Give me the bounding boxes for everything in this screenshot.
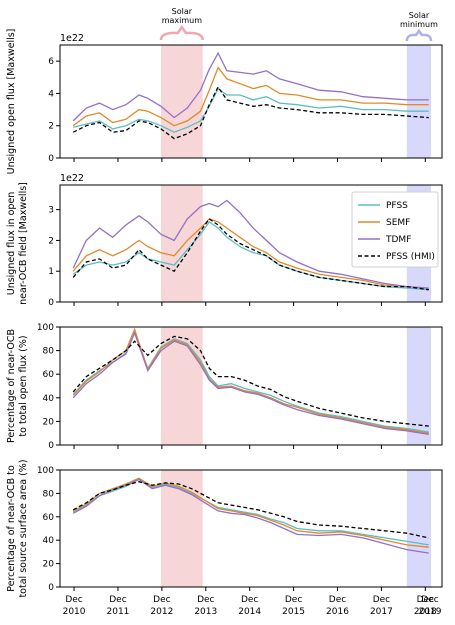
x-tick-label-month: Dec (421, 595, 438, 605)
x-tick-label-month: Dec (153, 595, 170, 605)
y-tick-label: 100 (37, 323, 54, 333)
x-tick-label-year: 2010 (63, 607, 86, 617)
axes-frame (59, 326, 443, 446)
x-tick-label-month: Dec (109, 595, 126, 605)
y-tick-label: 60 (43, 370, 55, 380)
x-tick-label-year: 2015 (282, 607, 305, 617)
y-tick-label: 100 (37, 466, 54, 476)
y-tick-label: 0 (48, 298, 54, 308)
axes-frame (59, 44, 443, 159)
solar-minimum-band (406, 470, 432, 587)
legend-label-pfss-hmi: PFSS (HMI) (386, 252, 435, 262)
legend-box (351, 191, 439, 268)
series-line-pfss (73, 87, 429, 133)
x-tick-label-year: 2013 (194, 607, 217, 617)
solar-maximum-label: Solar (172, 7, 193, 16)
series-line-pfss (72, 220, 429, 291)
x-tick-label-month: Dec (329, 595, 346, 605)
x-tick-label-month: Dec (285, 595, 302, 605)
y-tick-label: 40 (43, 536, 55, 546)
series-line-pfss-hmi (72, 481, 429, 539)
panel-1: 0 2 4 6 1e22 Unsigned open flux [Maxwells] Sol… (6, 7, 443, 175)
series-line-pfss (72, 478, 429, 546)
panel-4: 0 20 40 60 80 100 Percentage of near-OCB to tot… (6, 459, 443, 617)
solar-minimum-brace (405, 28, 433, 42)
series-line-pfss-hmi (72, 85, 429, 140)
y-tick-label: 80 (43, 347, 55, 357)
y-axis-label-line2: total source surface area (%) (18, 459, 29, 597)
y-exponent-label: 1e22 (60, 173, 84, 184)
y-exponent-label: 1e22 (60, 33, 84, 44)
x-tick-label-year: 2017 (370, 607, 393, 617)
series-line-tdmf (72, 331, 429, 436)
series-line-tdmf (72, 199, 429, 289)
y-tick-label: 2 (48, 122, 54, 132)
y-tick-label: 40 (43, 394, 55, 404)
solar-minimum-label-line2: minimum (400, 20, 438, 29)
solar-minimum-label: Solar (409, 11, 430, 20)
series-line-semf (72, 327, 429, 434)
y-tick-label: 80 (43, 489, 55, 499)
x-tick-label-year: 2018 (414, 607, 437, 617)
solar-maximum-label-line2: maximum (162, 16, 203, 25)
axes-frame (59, 469, 443, 588)
solar-minimum-band (406, 45, 432, 158)
x-tick-label-month: Dec (373, 595, 390, 605)
series-line-semf (72, 66, 429, 127)
x-tick-label-month: Dec (197, 595, 214, 605)
y-axis-label-line2: to total open flux (%) (18, 335, 29, 436)
x-tick-label-year: 2019 (419, 607, 442, 617)
y-tick-label: 0 (48, 441, 54, 451)
axes-frame (59, 184, 443, 303)
y-tick-label: 4 (48, 89, 54, 99)
series-line-tdmf (72, 478, 429, 554)
x-tick-label-month: Dec (241, 595, 258, 605)
solar-minimum-band (406, 327, 432, 445)
y-axis-label-line2: near-OCB field [Maxwells] (18, 182, 29, 305)
series-line-tdmf (72, 51, 429, 122)
series-line-semf (72, 477, 429, 548)
y-tick-label: 3 (48, 206, 54, 216)
solar-maximum-brace (159, 24, 204, 41)
panel-2: 0 1 2 3 1e22 Unsigned flux in open near-OCB fi… (6, 173, 443, 308)
y-axis-label: Percentage of near-OCB to (6, 465, 17, 592)
x-tick-label-month: Dec (65, 595, 82, 605)
y-axis-label: Unsigned flux in open (6, 192, 17, 296)
y-tick-label: 20 (43, 417, 55, 427)
panel-3: 0 20 40 60 80 100 Percentage of near-OCB to tot… (6, 323, 443, 451)
series-line-semf (72, 218, 429, 289)
y-tick-label: 6 (48, 57, 54, 67)
y-tick-label: 20 (43, 560, 55, 570)
solar-maximum-band (160, 45, 203, 158)
y-tick-label: 2 (48, 236, 54, 246)
y-axis-label: Unsigned open flux [Maxwells] (6, 29, 17, 175)
solar-maximum-band (160, 185, 203, 302)
legend-label-semf: SEMF (386, 218, 410, 228)
x-tick-label-year: 2011 (107, 607, 130, 617)
x-tick-label-month: Dec (417, 595, 434, 605)
y-axis-label: Percentage of near-OCB (6, 329, 17, 443)
y-tick-label: 60 (43, 513, 55, 523)
x-tick-label-year: 2016 (326, 607, 349, 617)
legend-label-pfss: PFSS (386, 201, 408, 211)
y-tick-label: 0 (48, 583, 54, 593)
legend-label-tdmf: TDMF (385, 235, 411, 245)
x-tick-label-year: 2014 (238, 607, 261, 617)
series-line-pfss-hmi (72, 335, 429, 427)
y-tick-label: 1 (48, 267, 54, 277)
x-tick-label-year: 2012 (150, 607, 173, 617)
series-line-pfss (72, 329, 429, 433)
y-tick-label: 0 (48, 154, 54, 164)
